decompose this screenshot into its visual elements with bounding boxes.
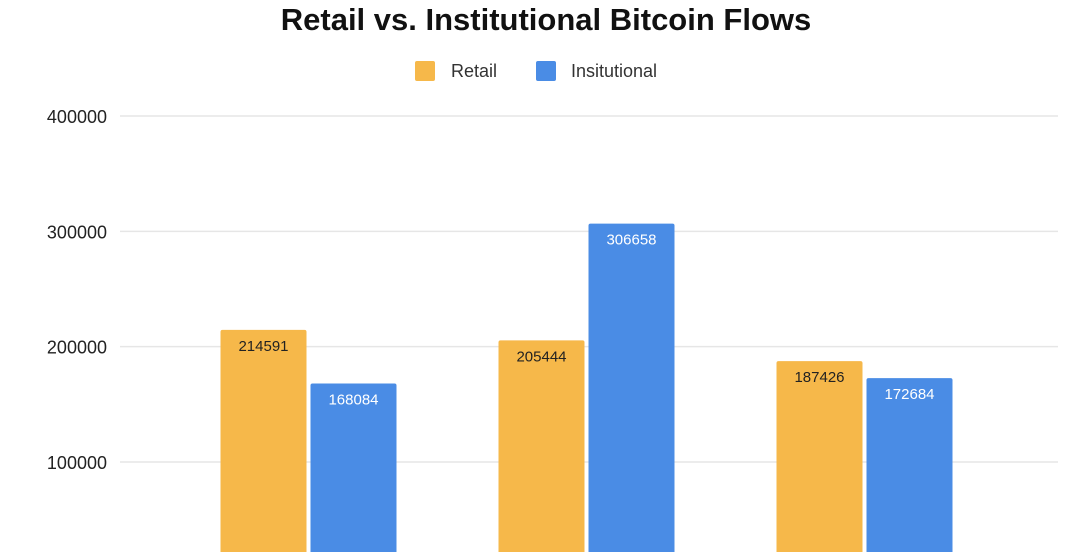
bar-institutional-3 (866, 378, 953, 552)
chart-title: Retail vs. Institutional Bitcoin Flows (281, 2, 812, 37)
bar-retail-3 (776, 361, 863, 552)
legend-swatch-retail (415, 61, 435, 81)
data-label-retail-2: 205444 (516, 348, 566, 365)
data-label-retail-3: 187426 (794, 369, 844, 386)
bar-retail-1 (220, 329, 307, 552)
y-tick-label-300000: 300000 (47, 222, 107, 242)
data-label-institutional-1: 168084 (328, 391, 378, 408)
data-labels: 214591 168084 205444 306658 187426 172684 (238, 232, 934, 409)
bars (220, 223, 953, 552)
bar-retail-2 (498, 340, 585, 552)
y-tick-label-400000: 400000 (47, 107, 107, 127)
data-label-institutional-2: 306658 (606, 232, 656, 249)
y-tick-label-100000: 100000 (47, 453, 107, 473)
legend-label-retail: Retail (451, 61, 497, 81)
legend-label-institutional: Insitutional (571, 61, 657, 81)
y-axis-ticks: 100000 200000 300000 400000 (47, 107, 107, 473)
data-label-retail-1: 214591 (238, 338, 288, 355)
y-tick-label-200000: 200000 (47, 338, 107, 358)
legend-swatch-institutional (536, 61, 556, 81)
data-label-institutional-3: 172684 (884, 386, 934, 403)
legend: Retail Insitutional (415, 61, 657, 81)
bar-institutional-1 (310, 383, 397, 552)
bar-institutional-2 (588, 223, 675, 552)
